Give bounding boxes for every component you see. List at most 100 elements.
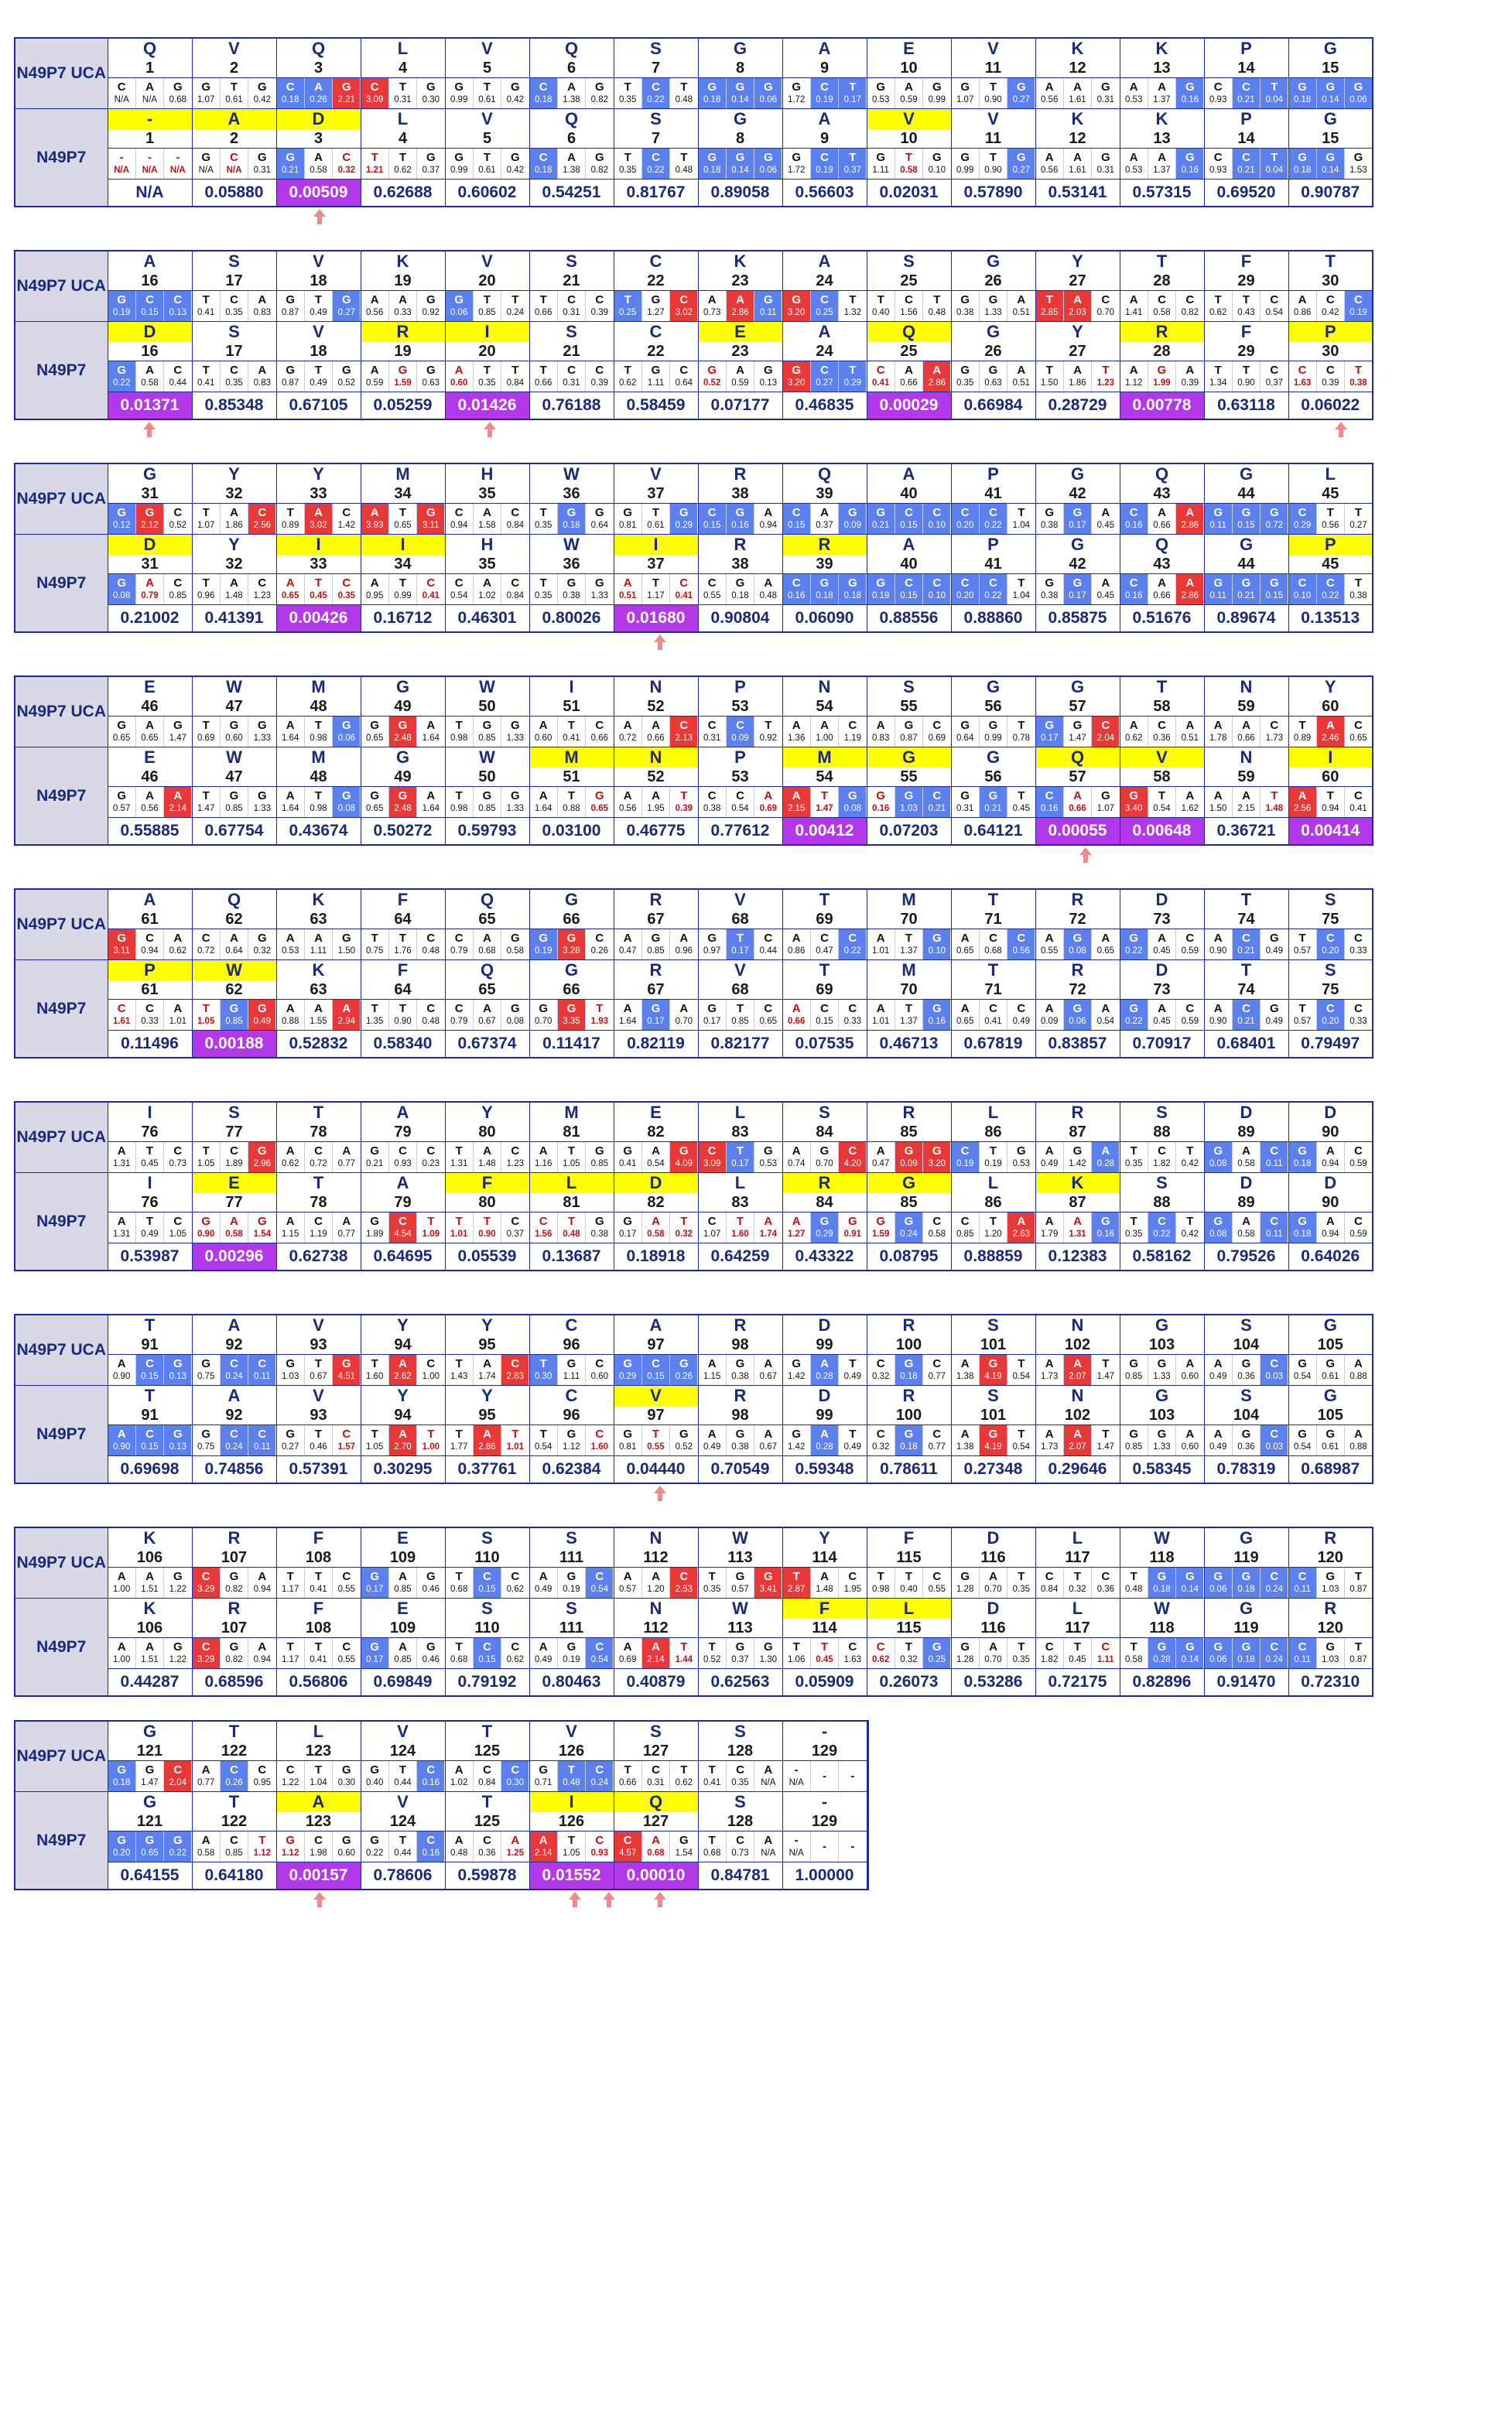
uca-residue: S 128 T 0.41 C 0.35 A N/A — [697, 1720, 783, 1792]
codon: A 0.62 C 0.36 A 0.51 — [1120, 716, 1204, 747]
nucleotide: C 0.39 — [1315, 361, 1344, 392]
nucleotide: C 1.60 — [585, 1425, 613, 1455]
mature-residue: S 104 A 0.49 G 0.36 C 0.03 — [1203, 1385, 1289, 1456]
nucleotide: C 2.04 — [163, 1761, 192, 1791]
codon: A 0.48 C 0.36 A 1.25 — [445, 1831, 529, 1862]
mature-residue: P 45 C 0.10 C 0.22 T 0.38 — [1288, 534, 1373, 605]
selection-markers — [14, 1059, 1373, 1079]
nucleotide: T 1.05 — [197, 1144, 215, 1168]
nucleotide: C 0.22 — [1147, 1212, 1176, 1243]
nucleotide: G 1.11 — [872, 150, 889, 175]
nucleotide: T 0.78 — [1007, 717, 1035, 747]
codon: C 0.15 A 0.37 G 0.09 — [782, 503, 867, 534]
nucleotide: C 0.41 — [978, 1000, 1007, 1030]
codon: A 0.59 G 1.59 G 0.63 — [361, 361, 445, 392]
p-value: 0.01426 — [444, 392, 530, 420]
nucleotide: A 0.66 — [1147, 504, 1175, 534]
nucleotide: A 0.45 — [1091, 504, 1119, 534]
nucleotide: A 0.48 — [754, 574, 782, 604]
p-value: 0.78611 — [866, 1455, 952, 1484]
nucleotide: A 2.63 — [1007, 1212, 1035, 1243]
nucleotide: G 4.19 — [978, 1355, 1007, 1385]
mature-label: N49P7 — [14, 1598, 108, 1696]
uca-residue: A 97 G 0.29 C 0.15 G 0.26 — [613, 1314, 699, 1386]
nucleotide: T 0.56 — [1315, 504, 1344, 534]
nucleotide: T 1.12 — [248, 1831, 275, 1862]
nucleotide: C 0.16 — [1120, 504, 1148, 534]
codon: T 0.54 G 1.12 C 1.60 — [529, 1424, 614, 1455]
codon: A 1.73 A 2.07 T 1.47 — [1035, 1354, 1120, 1385]
nucleotide: T 1.21 — [365, 150, 384, 175]
codon: A 0.57 A 1.20 C 2.53 — [614, 1567, 698, 1598]
p-value: 0.44287 — [107, 1668, 193, 1697]
mature-label: N49P7 — [14, 1385, 108, 1483]
nucleotide: G 0.82 — [219, 1568, 248, 1598]
nucleotide: G N/A — [198, 150, 214, 175]
nucleotide: T 0.44 — [388, 1831, 416, 1862]
uca-residue: Y 94 T 1.60 A 2.62 C 1.00 — [360, 1314, 446, 1386]
codon: T 0.35 C 0.22 T 0.42 — [1120, 1212, 1204, 1243]
nucleotide: A 0.65 — [1091, 929, 1119, 959]
codon: C 0.18 A 1.38 G 0.82 — [529, 148, 614, 179]
nucleotide: G 3.35 — [556, 1000, 586, 1030]
nucleotide: C 0.94 — [135, 929, 163, 959]
nucleotide: A 0.79 — [135, 574, 163, 604]
p-value: 0.46775 — [613, 817, 699, 846]
codon: G 1.89 C 4.54 T 1.09 — [361, 1212, 445, 1243]
codon: G 0.65 A 0.65 G 1.47 — [108, 716, 192, 747]
nucleotide: G 0.63 — [978, 361, 1007, 392]
nucleotide: C 0.55 — [922, 1568, 950, 1598]
nucleotide: A 0.90 — [1209, 1001, 1227, 1026]
nucleotide: A 1.20 — [641, 1568, 669, 1598]
nucleotide: G 0.14 — [1315, 149, 1344, 179]
nucleotide: C 0.11 — [1260, 1142, 1288, 1172]
codon: A 0.56 A 1.95 T 0.39 — [614, 786, 698, 817]
p-value: 0.79526 — [1203, 1243, 1289, 1271]
codon: T 0.98 G 0.85 G 1.33 — [445, 716, 529, 747]
p-value: 0.03100 — [529, 817, 614, 846]
nucleotide: C 0.24 — [1260, 1638, 1288, 1668]
nucleotide: T 1.60 — [365, 1356, 384, 1381]
nucleotide: C 0.35 — [219, 361, 248, 392]
mature-residue: L 117 C 1.82 T 0.45 C 1.11 — [1035, 1598, 1120, 1669]
nucleotide: G 0.17 — [641, 1000, 670, 1030]
p-value: 0.80463 — [529, 1668, 614, 1697]
mature-residue: R 67 A 1.64 G 0.17 A 0.70 — [613, 959, 699, 1031]
nucleotide: T 0.30 — [529, 1355, 557, 1385]
uca-residue: T 28 A 1.41 C 0.58 C 0.82 — [1119, 250, 1205, 322]
codon: A 1.38 G 4.19 T 0.54 — [951, 1354, 1035, 1385]
codon: C 1.56 T 0.48 G 0.38 — [529, 1212, 614, 1243]
alignment-block: N49P7 UCA I 76 A 1.31 T 0.45 C 0.73 S 77 T 1.05 C 1.89… — [14, 1101, 1373, 1291]
mature-residue: G 44 G 0.11 G 0.21 G 0.15 — [1203, 534, 1289, 605]
mature-label: N49P7 — [14, 108, 108, 207]
codon: T 0.98 G 0.85 G 1.33 — [445, 786, 529, 817]
pvalue-row: N/A 0.05880 0.00509 0.62688 0.60602 0.54251 0.… — [15, 179, 1373, 207]
codon: G 0.64 G 0.99 T 0.78 — [951, 716, 1035, 747]
uca-residue: R 87 A 0.49 G 1.42 A 0.28 — [1035, 1101, 1120, 1173]
codon: T 0.35 G 0.18 G 0.64 — [529, 503, 614, 534]
nucleotide: A 1.48 — [472, 1142, 501, 1172]
codon: C 0.41 A 0.66 A 2.86 — [867, 361, 951, 392]
p-value: 0.57315 — [1119, 179, 1205, 207]
codon: G 3.20 C 0.27 T 0.29 — [782, 361, 867, 392]
mature-residue: K 87 A 1.79 A 1.31 G 0.16 — [1035, 1172, 1120, 1243]
nucleotide: A 0.58 — [197, 1833, 215, 1858]
nucleotide: G 0.18 — [698, 78, 726, 108]
nucleotide: - — [838, 1761, 866, 1791]
codon: G 0.99 T 0.90 G 0.27 — [951, 148, 1035, 179]
nucleotide: G 1.30 — [754, 1638, 782, 1668]
nucleotide: C 1.57 — [332, 1425, 360, 1455]
uca-row: N49P7 UCA I 76 A 1.31 T 0.45 C 0.73 S 77 T 1.05 C 1.89… — [14, 1101, 1373, 1173]
nucleotide: A 1.12 — [1124, 363, 1143, 388]
nucleotide: C 1.23 — [248, 574, 275, 604]
codon: C 0.16 A 0.66 G 1.07 — [1035, 786, 1120, 817]
nucleotide: G 0.41 — [618, 1144, 637, 1168]
nucleotide: G 0.72 — [1260, 504, 1288, 534]
mature-residue: M 48 A 1.64 T 0.98 G 0.08 — [275, 747, 361, 818]
nucleotide: G 0.75 — [197, 1356, 215, 1381]
nucleotide: G 0.32 — [248, 929, 275, 959]
nucleotide: G 0.14 — [1175, 1638, 1204, 1668]
mature-residue: G 15 G 0.18 G 0.14 G 1.53 — [1288, 108, 1373, 180]
nucleotide: G 0.52 — [669, 1425, 697, 1455]
codon: A 1.64 T 0.88 G 0.65 — [529, 786, 614, 817]
